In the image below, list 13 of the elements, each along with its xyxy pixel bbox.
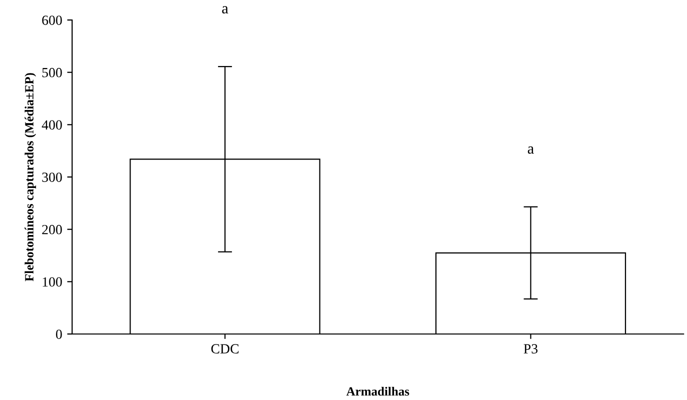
y-tick-label: 600: [42, 16, 62, 25]
y-tick-label: 400: [42, 120, 62, 130]
text: a: [222, 6, 228, 14]
x-axis-title: Armadilhas: [346, 386, 410, 396]
y-tick-label: 200: [42, 224, 62, 234]
y-tick-label: 500: [42, 68, 62, 78]
y-axis-title: Flebotomíneos capturados (Média±EP): [24, 73, 36, 282]
x-tick-label: P3: [524, 344, 538, 354]
annotation: a: [528, 146, 534, 154]
y-tick-label: 100: [42, 277, 62, 287]
y-tick-label: 0: [56, 330, 62, 339]
x-tick-label: CDC: [211, 344, 239, 354]
y-tick-label: 300: [42, 172, 62, 182]
